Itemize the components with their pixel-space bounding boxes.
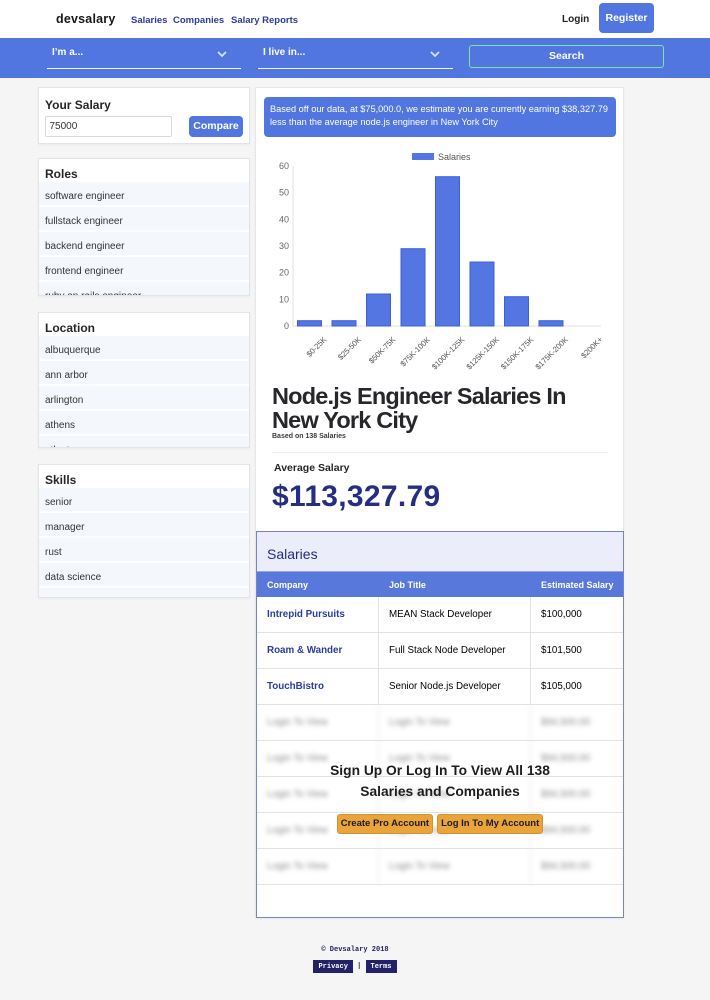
svg-text:20: 20 <box>279 268 289 278</box>
svg-text:$75K-100K: $75K-100K <box>399 334 433 368</box>
svg-text:$50K-75K: $50K-75K <box>367 334 398 365</box>
svg-text:$25-50K: $25-50K <box>336 334 363 361</box>
svg-text:$125K-150K: $125K-150K <box>465 334 502 371</box>
svg-text:$100K-125K: $100K-125K <box>430 334 467 371</box>
svg-text:10: 10 <box>279 294 289 304</box>
svg-text:0: 0 <box>284 321 289 331</box>
svg-text:$0-25K: $0-25K <box>305 334 329 358</box>
svg-text:$200K+: $200K+ <box>579 335 604 360</box>
svg-text:$150K-175K: $150K-175K <box>499 334 536 371</box>
svg-text:Salaries: Salaries <box>438 152 471 162</box>
svg-text:50: 50 <box>279 188 289 198</box>
svg-text:60: 60 <box>279 161 289 171</box>
svg-text:$175K-200K: $175K-200K <box>534 334 571 371</box>
svg-text:40: 40 <box>279 214 289 224</box>
svg-text:30: 30 <box>279 241 289 251</box>
